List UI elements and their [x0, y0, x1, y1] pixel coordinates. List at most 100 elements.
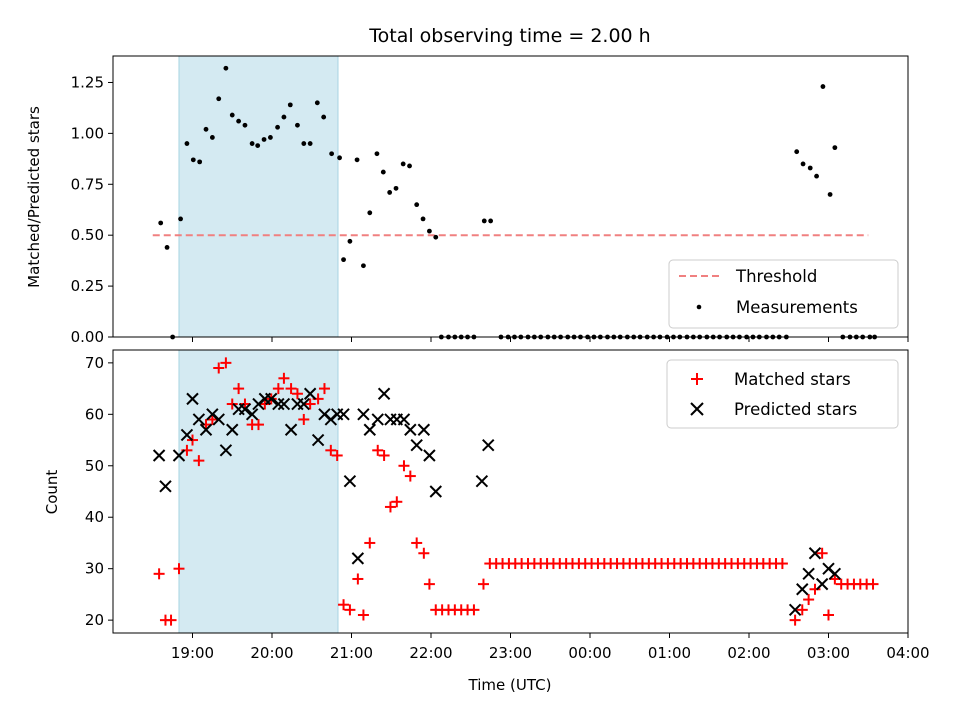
matched-star-point	[233, 383, 245, 395]
measurement-point	[209, 135, 215, 140]
predicted-star-point	[152, 449, 166, 462]
top-y-axis-label: Matched/Predicted stars	[25, 106, 43, 288]
predicted-star-point	[226, 423, 239, 436]
matched-star-point	[404, 470, 416, 482]
matched-star-point	[352, 573, 364, 585]
predicted-star-point	[404, 423, 417, 436]
matched-star-point	[803, 594, 815, 606]
bottom-legend-box	[666, 359, 899, 429]
matched-star-point	[823, 609, 834, 621]
top-ytick-label: 0.50	[71, 226, 104, 244]
matched-star-point	[423, 578, 435, 590]
measurement-point	[203, 126, 209, 132]
legend-matched-swatch	[691, 373, 703, 385]
matched-star-point	[372, 444, 384, 456]
measurement-point	[275, 124, 280, 130]
predicted-star-point	[238, 402, 252, 416]
matched-star-point	[272, 383, 284, 395]
measurement-point	[261, 137, 267, 142]
predicted-star-point	[363, 423, 376, 436]
predicted-star-point	[351, 552, 365, 565]
predicted-star-point	[303, 387, 317, 400]
matched-star-point	[789, 614, 801, 626]
predicted-star-point	[808, 547, 822, 560]
top-legend: Threshold Measurements	[668, 259, 899, 329]
matched-star-point	[378, 449, 390, 461]
predicted-star-point	[212, 413, 225, 426]
bottom-ytick-label: 70	[85, 354, 104, 372]
predicted-star-point	[343, 475, 357, 488]
predicted-star-point	[796, 583, 809, 596]
measurement-point	[347, 238, 353, 244]
measurement-point	[433, 234, 439, 240]
predicted-star-point	[423, 449, 436, 462]
matched-star-point	[391, 496, 403, 508]
measurement-point	[301, 141, 307, 146]
measurement-point	[387, 190, 393, 195]
bottom-y-axis-label: Count	[43, 470, 61, 515]
bottom-y-axis: 20 30 40 50 60 70	[85, 354, 113, 629]
predicted-star-point	[337, 408, 350, 421]
bottom-xtick-label: 01:00	[648, 644, 691, 662]
predicted-star-point	[377, 387, 391, 400]
predicted-star-point	[410, 438, 423, 452]
measurement-point	[287, 102, 293, 108]
bottom-x-axis: 19:00 20:00 21:00 22:00 23:00 00:00 01:00 02:00…	[171, 633, 930, 662]
matched-star-point	[220, 357, 232, 369]
legend-threshold-label: Threshold	[735, 267, 817, 286]
chart-title: Total observing time = 2.00 h	[368, 25, 650, 47]
matched-star-point	[867, 578, 879, 590]
matched-star-point	[418, 547, 430, 559]
measurement-point	[414, 202, 420, 208]
predicted-star-point	[277, 397, 291, 411]
measurement-point	[832, 145, 838, 151]
measurement-point	[197, 159, 203, 165]
bottom-ytick-label: 20	[85, 611, 104, 629]
measurement-point	[341, 257, 346, 263]
measurement-point	[184, 141, 190, 146]
matched-star-point	[206, 413, 218, 425]
top-x-axis	[192, 337, 909, 342]
predicted-star-point	[219, 444, 233, 457]
measurement-point	[314, 100, 320, 106]
matched-star-point	[331, 449, 343, 461]
matched-star-point	[239, 398, 251, 410]
matched-star-point	[398, 460, 410, 472]
predicted-star-point	[357, 408, 370, 421]
bottom-xtick-label: 04:00	[886, 644, 929, 662]
matched-star-point	[796, 604, 808, 616]
matched-star-point	[291, 388, 303, 400]
predicted-star-point	[245, 408, 259, 421]
matched-star-point	[776, 558, 788, 570]
predicted-star-point	[828, 567, 842, 581]
predicted-star-point	[802, 567, 815, 581]
measurement-point	[307, 141, 313, 146]
top-y-axis: 0.00 0.25 0.50 0.75 1.00 1.25	[71, 73, 113, 346]
legend-predicted-label: Predicted stars	[734, 400, 857, 419]
measurement-point	[481, 218, 487, 224]
bottom-xtick-label: 02:00	[727, 644, 770, 662]
predicted-star-point	[482, 438, 495, 452]
predicted-star-point	[371, 413, 384, 426]
matched-star-point	[809, 583, 821, 595]
bottom-ytick-label: 30	[85, 560, 104, 578]
predicted-star-point	[397, 413, 411, 426]
predicted-star-point	[192, 413, 206, 426]
measurement-point	[164, 245, 170, 250]
measurement-point	[488, 218, 494, 224]
legend-measurements-label: Measurements	[736, 298, 858, 317]
measurement-point	[427, 228, 432, 234]
predicted-star-point	[264, 392, 278, 406]
predicted-star-point	[815, 577, 829, 591]
predicted-star-point	[159, 480, 172, 493]
bottom-ytick-label: 40	[85, 508, 104, 526]
matched-star-point	[384, 501, 396, 513]
bottom-xtick-label: 21:00	[330, 644, 373, 662]
matched-star-point	[816, 547, 828, 559]
predicted-star-point	[199, 423, 213, 436]
predicted-star-point	[475, 475, 489, 488]
matched-star-point	[468, 604, 480, 616]
matched-star-point	[477, 578, 489, 590]
bottom-xtick-label: 23:00	[489, 644, 532, 662]
measurement-point	[814, 173, 819, 179]
